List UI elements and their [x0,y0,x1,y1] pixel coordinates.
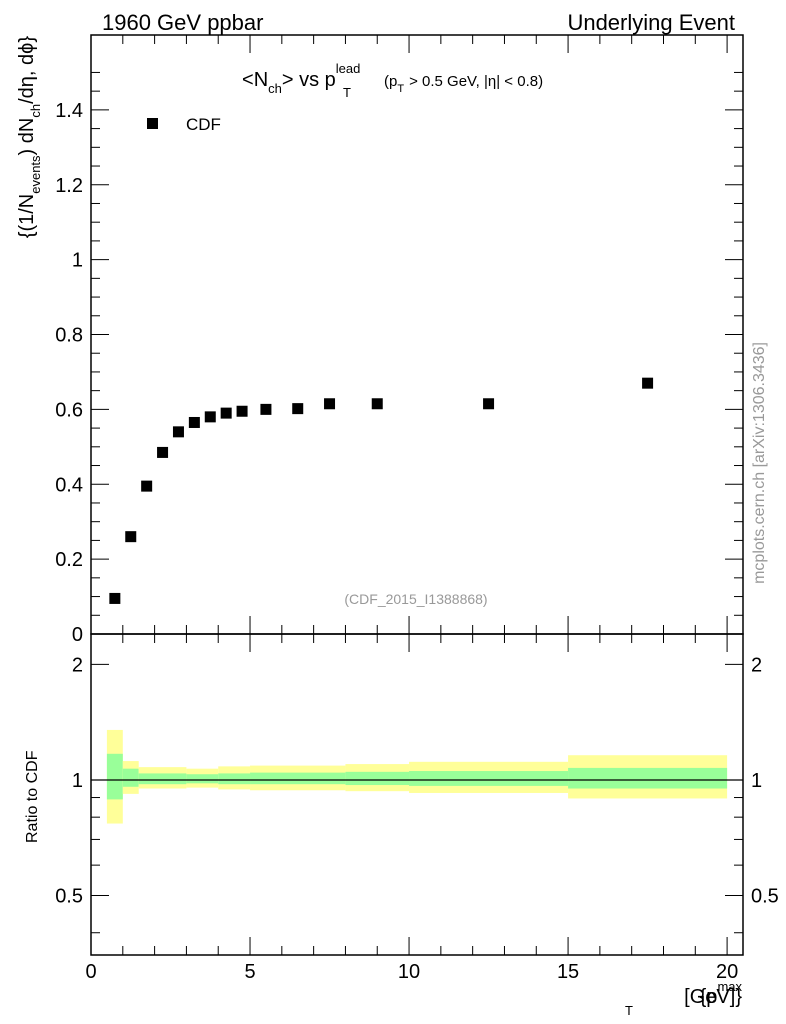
title-cut-rest: > 0.5 GeV, |η| < 0.8) [409,73,543,90]
ratio-band-inner [218,773,251,785]
title-cut-open: (p [384,73,397,90]
legend-marker [147,118,158,129]
x-tick-labels: 0 5 10 15 20 [85,961,738,983]
analysis-id: (CDF_2015_I1388868) [344,591,487,607]
data-point [141,480,153,492]
x-tick-label: 0 [85,961,96,983]
data-point [157,446,169,458]
ratio-band-inner [122,768,139,787]
ratio-plot-frame [90,633,744,956]
ratio-y-tick-label: 0.5 [55,886,83,908]
ratio-y-tick-label-right: 1 [751,770,762,792]
ratio-band-inner [106,753,123,800]
data-point [109,592,121,604]
data-point [188,416,200,428]
data-point [642,377,654,389]
data-point [236,405,248,417]
x-axis-label: {pmax T [GeV]} [625,979,742,1018]
y-tick-label: 0.8 [55,325,83,347]
ratio-y-tick-label-right: 0.5 [751,886,779,908]
ratio-band-inner [186,774,219,784]
title-n: N [254,69,268,91]
data-point [260,403,272,415]
ratio-y-label: Ratio to CDF [24,750,41,843]
y-tick-label: 1.2 [55,175,83,197]
data-point [371,398,383,410]
data-point [172,426,184,438]
title-lt: < [242,69,254,91]
ratio-uncertainty-bands [106,729,728,824]
y-tick-label: 0.2 [55,549,83,571]
title-vs: > vs p [282,69,336,91]
ratio-band-inner [568,767,728,789]
title-lead-sup: lead [336,61,361,76]
main-axis-ticks: 0 0.2 0.4 0.6 0.8 1 1.2 1.4 [55,35,743,646]
y-tick-label: 1.4 [55,100,83,122]
header-left: 1960 GeV ppbar [102,10,263,35]
title-T-sub: T [343,85,351,100]
ratio-y-tick-label-right: 2 [751,654,762,676]
x-tick-label: 5 [244,961,255,983]
y-tick-label: 0.6 [55,399,83,421]
ratio-axis-ticks: 0.5 0.5 1 1 2 2 [55,634,779,955]
ratio-band-inner [138,773,187,785]
x-tick-label: 20 [716,961,738,983]
data-point [292,403,304,415]
ratio-y-tick-label: 1 [72,770,83,792]
x-tick-label: 15 [557,961,579,983]
ratio-band-inner [345,771,410,786]
data-points [109,377,654,604]
y-axis-label: {(1/Nevents) dNch/dη, dϕ} [16,36,43,239]
y-tick-label: 1 [72,250,83,272]
data-point [204,411,216,423]
ratio-band-inner [250,772,346,785]
data-point [483,398,495,410]
data-point [220,407,232,419]
y-tick-label: 0.4 [55,474,83,496]
data-point [125,531,137,543]
title-ch-sub: ch [268,81,282,96]
legend-label: CDF [186,115,221,134]
ratio-band-inner [409,771,569,786]
watermark: mcplots.cern.ch [arXiv:1306.3436] [751,342,768,584]
data-point [324,398,336,410]
ratio-y-tick-label: 2 [72,654,83,676]
x-tick-label: 10 [398,961,420,983]
title-cut-T: T [397,83,404,95]
y-tick-label: 0 [72,624,83,646]
header-right: Underlying Event [567,10,735,35]
plot-title: <Nch> vs plead T(pT > 0.5 GeV, |η| < 0.8) [242,61,543,100]
